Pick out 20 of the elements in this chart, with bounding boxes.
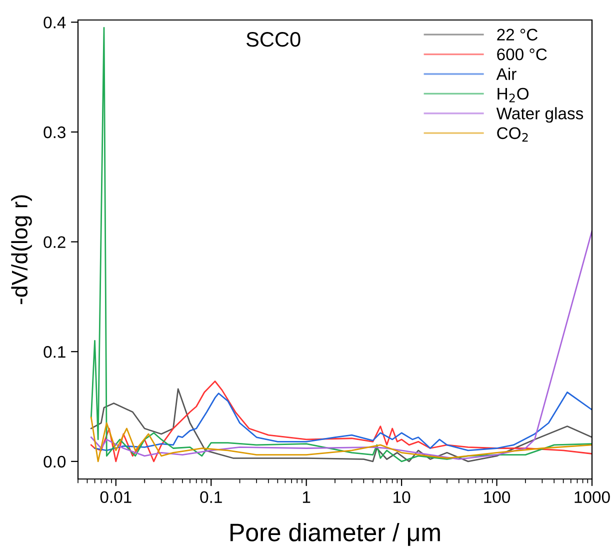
x-axis-title: Pore diameter / μm [230,523,440,546]
legend-label: CO$_{2}$ [497,127,528,142]
x-tick-label: 1000 [574,491,610,504]
legend-label: H$_{2}$O [498,88,529,102]
y-tick-label: 0.3 [44,126,66,138]
x-tick-label: 0.01 [100,491,132,504]
legend-label: Water glass [496,107,584,123]
y-tick-label: 0.4 [44,16,66,28]
legend-label: Air [496,68,516,80]
y-tick-label: 0.1 [44,346,66,358]
x-tick-label: 100 [484,491,510,504]
x-tick-label: 10 [394,491,410,504]
y-tick-label: 0.0 [44,456,66,468]
x-tick-label: 0.1 [200,491,222,504]
legend-label: 600 °C [497,48,547,60]
x-tick-label: 1 [302,491,310,503]
y-tick-label: 0.2 [44,236,66,248]
y-axis-title: -dV/d(log r) [11,195,32,304]
chart-title: SCC0 [246,32,300,47]
legend-label: 22 °C [497,28,538,41]
